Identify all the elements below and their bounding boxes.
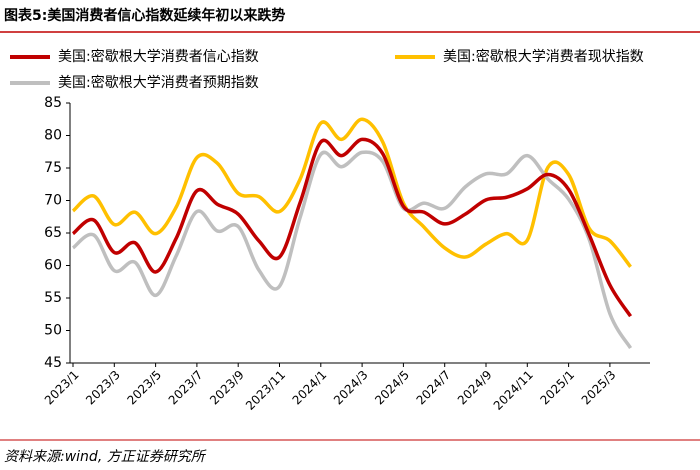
x-tick-label: 2023/5 [124, 368, 164, 408]
series-line [71, 150, 633, 350]
x-tick-label: 2024/7 [414, 368, 454, 408]
y-tick-label: 85 [44, 95, 62, 111]
legend-label: 美国:密歇根大学消费者信心指数 [58, 48, 259, 65]
x-tick-label: 2023/1 [42, 368, 82, 408]
x-tick-label: 2023/9 [207, 368, 247, 408]
x-tick-label: 2024/3 [331, 368, 371, 408]
x-tick-label: 2024/9 [455, 368, 495, 408]
y-tick-label: 60 [44, 258, 62, 274]
y-tick-label: 65 [44, 225, 62, 241]
x-tick-label: 2025/3 [579, 368, 619, 408]
chart-title: 图表5:美国消费者信心指数延续年初以来跌势 [4, 7, 285, 24]
series-line [71, 137, 633, 318]
y-tick-label: 80 [44, 128, 62, 144]
y-tick-label: 70 [44, 193, 62, 209]
y-tick-label: 45 [44, 355, 62, 371]
y-tick-label: 55 [44, 290, 62, 306]
x-tick-label: 2023/7 [166, 368, 206, 408]
legend-label: 美国:密歇根大学消费者现状指数 [443, 48, 644, 65]
y-tick-label: 50 [44, 323, 62, 339]
series-line [71, 117, 632, 268]
x-tick-label: 2024/5 [372, 368, 412, 408]
y-tick-label: 75 [44, 160, 62, 176]
x-tick-label: 2023/3 [83, 368, 123, 408]
x-tick-label: 2025/1 [537, 368, 577, 408]
legend-label: 美国:密歇根大学消费者预期指数 [58, 74, 259, 91]
x-tick-label: 2023/11 [243, 368, 288, 413]
x-tick-label: 2024/11 [491, 368, 536, 413]
x-tick-label: 2024/1 [290, 368, 330, 408]
source: 资料来源:wind, 方正证券研究所 [4, 449, 207, 465]
